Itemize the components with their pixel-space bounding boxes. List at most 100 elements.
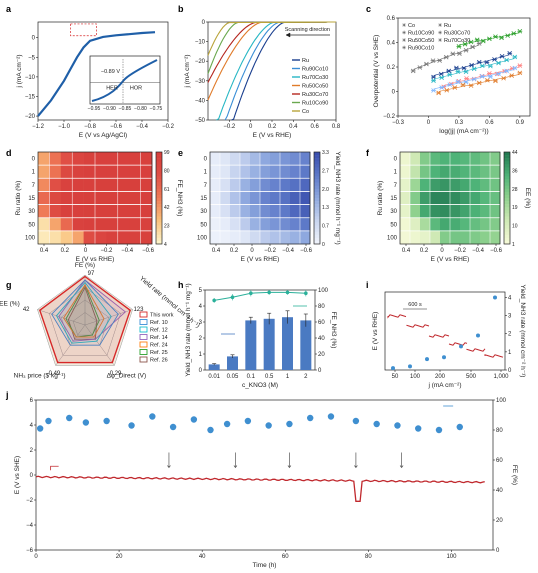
heat-cell-d	[129, 152, 141, 166]
colorbar-tick-label-f: 10	[512, 224, 518, 230]
x-tick-label-d: −0.6	[142, 248, 155, 254]
y2-axis-label-i: Yield_NH3 rate (mmol cm⁻² h⁻¹)	[519, 285, 526, 378]
heat-cell-f	[400, 152, 411, 166]
y-tick-label-j: 0	[30, 473, 34, 479]
y-tick-label-b: 0	[202, 20, 206, 26]
heat-cell-f	[470, 217, 481, 232]
heat-cell-d	[38, 165, 50, 179]
colorbar-segment-f	[504, 231, 510, 236]
x-tick-label-f: −0.4	[472, 248, 485, 254]
radar-axis-g	[37, 309, 86, 326]
colorbar-segment-e	[314, 182, 320, 187]
bar-h-5	[300, 320, 312, 370]
y-tick-label-b: −30	[195, 79, 206, 85]
fit-line-c-6	[458, 32, 520, 46]
legend-label-b-0: Ru	[302, 58, 309, 64]
colorbar-segment-f	[504, 222, 510, 226]
y-tick-label-a: −10	[25, 75, 36, 81]
fit-line-c-2	[433, 58, 515, 80]
heat-cell-f	[470, 204, 481, 219]
heat-cell-e	[220, 152, 231, 166]
heat-cell-d	[72, 217, 84, 232]
heat-cell-f	[400, 217, 411, 232]
legend-label-c-6: Ru90Co10	[408, 46, 434, 52]
heat-cell-e	[220, 217, 231, 232]
colorbar-segment-f	[504, 182, 510, 187]
heat-cell-f	[420, 191, 431, 205]
radar-axis-value-g: 97	[88, 271, 95, 277]
colorbar-segment-e	[314, 222, 320, 226]
colorbar-segment-d	[156, 161, 162, 165]
heat-cell-f	[470, 178, 481, 192]
colorbar-segment-d	[156, 216, 162, 220]
heat-cell-f	[400, 178, 411, 192]
colorbar-segment-e	[314, 225, 320, 229]
colorbar-segment-f	[504, 219, 510, 223]
y-tick-label-h: 5	[199, 288, 203, 294]
heat-cell-e	[250, 230, 261, 245]
y-axis-label-f: Ru ratio (%)	[377, 181, 384, 216]
y2-tick-label-h: 100	[318, 288, 329, 294]
panel-label-f: f	[366, 148, 370, 158]
heat-cell-f	[470, 165, 481, 179]
heat-cell-e	[270, 152, 281, 166]
heat-cell-e	[230, 178, 241, 192]
x-tick-label-j: 20	[116, 554, 123, 560]
inset-x-tick-label-a: −0.85	[119, 106, 132, 112]
colorbar-segment-f	[504, 191, 510, 196]
heat-cell-f	[420, 152, 431, 166]
fit-line-c-1	[433, 54, 510, 76]
y-tick-label-a: 0	[32, 36, 36, 42]
heat-cell-d	[83, 204, 96, 219]
x-tick-label-i: 200	[435, 374, 446, 380]
heat-cell-f	[460, 152, 471, 166]
colorbar-segment-d	[156, 225, 162, 229]
legend-label-g-3: Ref. 14	[150, 335, 168, 341]
series-line-a	[37, 31, 156, 117]
heat-cell-f	[480, 217, 491, 232]
colorbar-segment-f	[504, 164, 510, 168]
heat-cell-d	[72, 204, 84, 219]
legend-marker-c-5: ✳	[438, 37, 443, 44]
colorbar-segment-e	[314, 216, 320, 220]
radar-axis-label-g: NH₃ price ($ kg⁻¹)	[14, 372, 66, 379]
y-tick-label-j: −4	[26, 523, 34, 529]
heat-cell-e	[300, 152, 311, 166]
legend-label-b-5: Ru10Co90	[302, 101, 328, 107]
y-tick-label-d: 1	[32, 170, 36, 176]
y-tick-label-e: 100	[197, 235, 208, 241]
inset-hor-label-a: HOR	[130, 86, 142, 92]
potential-trace-i-3	[448, 342, 468, 346]
legend-label-c-3: Ru30Co70	[444, 31, 470, 37]
y-tick-label-f: 50	[390, 222, 397, 228]
legend-marker-c-1: ✳	[438, 22, 443, 29]
y2-tick-label-i: 3	[508, 314, 512, 320]
heat-cell-e	[240, 165, 251, 179]
y-axis-label-j: E (V vs SHE)	[14, 456, 21, 494]
colorbar-segment-e	[314, 176, 320, 180]
radar-axis-value-g: 0.49	[49, 371, 61, 377]
inset-x-tick-label-a: −0.80	[134, 106, 147, 112]
bar-h-1	[227, 356, 238, 370]
bar-h-4	[282, 317, 293, 370]
y2-tick-label-j: 80	[496, 428, 503, 434]
heat-cell-e	[260, 165, 271, 179]
colorbar-segment-d	[156, 222, 162, 226]
x-tick-label-e: −0.2	[264, 248, 277, 254]
colorbar-tick-label-e: 0	[322, 242, 325, 248]
heat-cell-f	[490, 230, 501, 245]
heat-cell-f	[410, 178, 421, 192]
fit-line-c-0	[413, 44, 480, 70]
fe-point-j-15	[327, 413, 335, 420]
colorbar-segment-d	[156, 185, 162, 190]
y-tick-label-h: 3	[199, 320, 203, 326]
colorbar-segment-d	[156, 152, 162, 156]
potential-trace-i-2	[428, 334, 450, 338]
colorbar-frame-f	[503, 151, 511, 245]
event-arrow-head-j-4	[354, 465, 358, 469]
y2-tick-label-h: 0	[318, 368, 322, 374]
legend-label-g-5: Ref. 25	[150, 350, 168, 356]
x-tick-label-d: 0	[84, 248, 88, 254]
colorbar-segment-d	[156, 204, 162, 208]
heat-cell-d	[83, 191, 96, 205]
